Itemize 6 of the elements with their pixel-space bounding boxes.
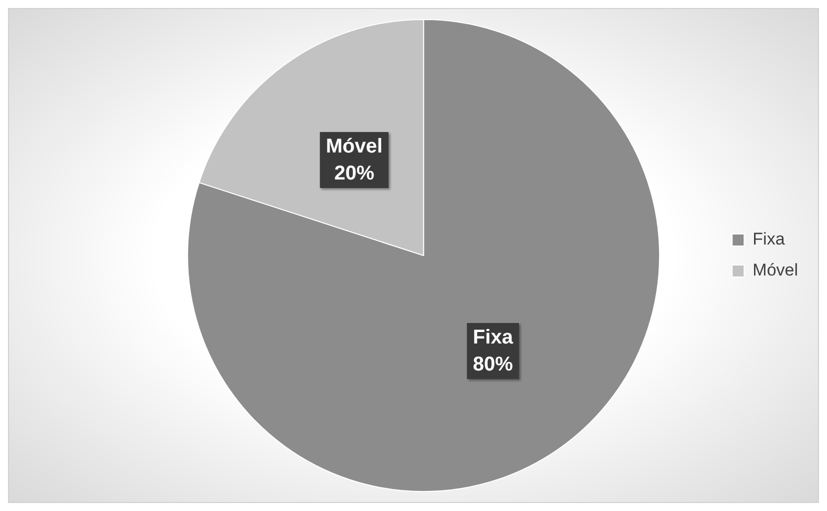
legend-label: Móvel [752,260,798,280]
slice-label: Fixa [472,326,514,348]
data-label: 80% [472,353,514,376]
slice-label: Móvel [326,136,383,158]
legend-label: Fixa [752,230,786,249]
data-label: 20% [334,162,374,185]
